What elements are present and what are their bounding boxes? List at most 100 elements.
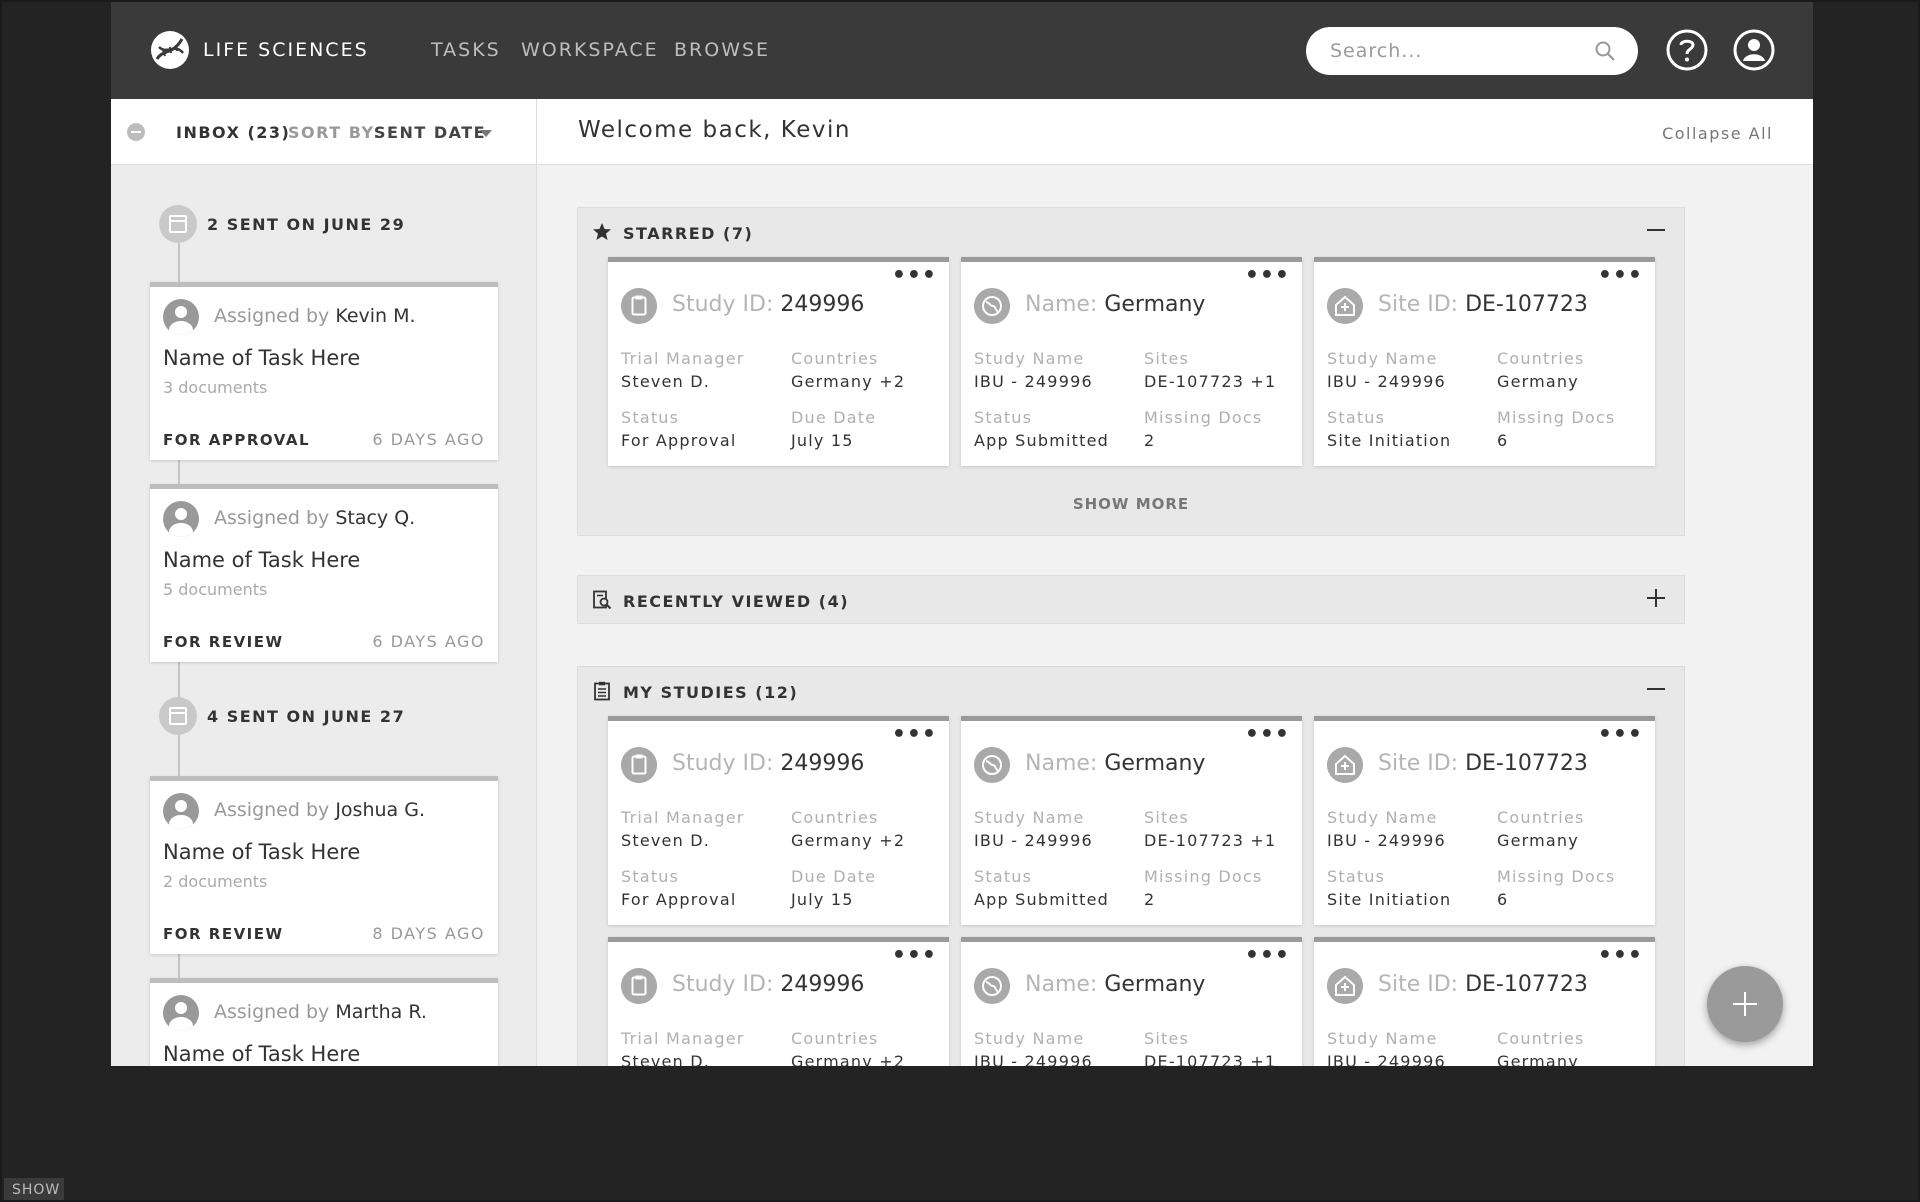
- avatar-icon: [163, 793, 199, 829]
- task-age: 6 DAYS AGO: [372, 632, 485, 651]
- field-label: Status: [1327, 408, 1386, 427]
- card-id-label: Study ID:: [672, 972, 774, 997]
- collapse-minus-icon[interactable]: [1644, 677, 1668, 701]
- country-card[interactable]: ••• Name: Germany Study Name IBU - 24999…: [961, 937, 1302, 1066]
- section-title: RECENTLY VIEWED (4): [623, 592, 850, 611]
- nav-workspace[interactable]: WORKSPACE: [521, 39, 659, 61]
- field-value: Steven D.: [621, 831, 711, 850]
- app-window: LIFE SCIENCES TASKS WORKSPACE BROWSE INB…: [111, 2, 1813, 1066]
- collapse-minus-icon[interactable]: [1644, 218, 1668, 242]
- card-id-value: DE-107723: [1465, 972, 1588, 997]
- star-icon: [593, 223, 611, 240]
- field-label: Study Name: [974, 1029, 1085, 1048]
- more-options-icon[interactable]: •••: [891, 943, 937, 968]
- show-more-button[interactable]: SHOW MORE: [1072, 495, 1190, 513]
- field-label: Study Name: [1327, 349, 1438, 368]
- field-label: Trial Manager: [621, 349, 745, 368]
- card-id-value: Germany: [1104, 972, 1206, 997]
- field-value: DE-107723 +1: [1144, 1052, 1277, 1066]
- hospital-icon: [1327, 747, 1363, 783]
- card-id-value: 249996: [780, 972, 865, 997]
- country-card[interactable]: ••• Name: Germany Study Name IBU - 24999…: [961, 716, 1302, 925]
- field-value: DE-107723 +1: [1144, 831, 1277, 850]
- card-id-label: Name:: [1025, 751, 1098, 776]
- more-options-icon[interactable]: •••: [891, 722, 937, 747]
- globe-icon: [974, 968, 1010, 1004]
- field-value: 2: [1144, 431, 1156, 450]
- field-value: Germany +2: [791, 372, 906, 391]
- nav-tasks[interactable]: TASKS: [431, 39, 501, 61]
- task-card[interactable]: Assigned by Martha R. Name of Task Here: [150, 978, 498, 1066]
- field-value: Site Initiation: [1327, 890, 1452, 909]
- more-options-icon[interactable]: •••: [1244, 263, 1290, 288]
- field-value: Germany +2: [791, 831, 906, 850]
- add-fab-button[interactable]: [1707, 966, 1783, 1042]
- search-icon[interactable]: [1594, 40, 1616, 62]
- collapse-inbox-icon[interactable]: [127, 123, 145, 141]
- task-card[interactable]: Assigned by Kevin M. Name of Task Here 3…: [150, 282, 498, 460]
- show-button[interactable]: SHOW: [4, 1178, 64, 1200]
- section-title: STARRED (7): [623, 224, 754, 243]
- field-value: App Submitted: [974, 890, 1109, 909]
- task-card[interactable]: Assigned by Stacy Q. Name of Task Here 5…: [150, 484, 498, 662]
- field-value: Steven D.: [621, 372, 711, 391]
- inbox-header: INBOX (23) SORT BY: SENT DATE: [111, 99, 537, 165]
- chevron-down-icon[interactable]: [480, 130, 492, 137]
- country-card[interactable]: ••• Name: Germany Study Name IBU - 24999…: [961, 257, 1302, 466]
- more-options-icon[interactable]: •••: [1244, 943, 1290, 968]
- card-id-label: Site ID:: [1378, 292, 1459, 317]
- site-card[interactable]: ••• Site ID: DE-107723 Study Name IBU - …: [1314, 937, 1655, 1066]
- hospital-icon: [1327, 288, 1363, 324]
- date-group-label: 2 SENT ON JUNE 29: [207, 215, 406, 234]
- site-card[interactable]: ••• Site ID: DE-107723 Study Name IBU - …: [1314, 716, 1655, 925]
- task-age: 6 DAYS AGO: [372, 430, 485, 449]
- search-input[interactable]: [1330, 27, 1580, 75]
- site-card[interactable]: ••• Site ID: DE-107723 Study Name IBU - …: [1314, 257, 1655, 466]
- field-value: App Submitted: [974, 431, 1109, 450]
- recently-viewed-section: RECENTLY VIEWED (4): [577, 575, 1685, 624]
- field-value: DE-107723 +1: [1144, 372, 1277, 391]
- calendar-icon: [159, 205, 197, 243]
- card-id-label: Study ID:: [672, 292, 774, 317]
- dna-logo-icon: [151, 31, 189, 69]
- task-card[interactable]: Assigned by Joshua G. Name of Task Here …: [150, 776, 498, 954]
- card-id-value: DE-107723: [1465, 751, 1588, 776]
- expand-plus-icon[interactable]: [1644, 586, 1668, 610]
- card-id-value: 249996: [780, 751, 865, 776]
- document-search-icon: [593, 590, 612, 610]
- study-card[interactable]: ••• Study ID: 249996 Trial Manager Steve…: [608, 257, 949, 466]
- field-value: 6: [1497, 890, 1509, 909]
- task-name: Name of Task Here: [163, 1042, 361, 1066]
- assigned-by-label: Assigned by: [214, 305, 330, 327]
- more-options-icon[interactable]: •••: [891, 263, 937, 288]
- field-label: Sites: [1144, 808, 1190, 827]
- field-value: Germany: [1497, 831, 1579, 850]
- sort-dropdown[interactable]: SENT DATE: [374, 123, 487, 142]
- assigned-by-label: Assigned by: [214, 1001, 330, 1023]
- study-card[interactable]: ••• Study ID: 249996 Trial Manager Steve…: [608, 937, 949, 1066]
- more-options-icon[interactable]: •••: [1597, 943, 1643, 968]
- more-options-icon[interactable]: •••: [1597, 263, 1643, 288]
- more-options-icon[interactable]: •••: [1244, 722, 1290, 747]
- date-group-label: 4 SENT ON JUNE 27: [207, 707, 406, 726]
- help-icon[interactable]: [1665, 28, 1709, 72]
- nav-browse[interactable]: BROWSE: [674, 39, 771, 61]
- field-label: Study Name: [1327, 1029, 1438, 1048]
- study-card[interactable]: ••• Study ID: 249996 Trial Manager Steve…: [608, 716, 949, 925]
- field-label: Missing Docs: [1497, 867, 1616, 886]
- card-id-label: Name:: [1025, 972, 1098, 997]
- task-type: FOR APPROVAL: [163, 431, 311, 449]
- user-profile-icon[interactable]: [1732, 28, 1776, 72]
- collapse-all-button[interactable]: Collapse All: [1662, 124, 1773, 143]
- card-id-value: 249996: [780, 292, 865, 317]
- hospital-icon: [1327, 968, 1363, 1004]
- section-header[interactable]: MY STUDIES (12): [578, 667, 1684, 715]
- my-studies-section: MY STUDIES (12) ••• Study ID: 249996 Tri…: [577, 666, 1685, 1066]
- field-value: IBU - 249996: [974, 1052, 1093, 1066]
- brand-name: LIFE SCIENCES: [203, 39, 369, 61]
- more-options-icon[interactable]: •••: [1597, 722, 1643, 747]
- section-header[interactable]: STARRED (7): [578, 208, 1684, 256]
- section-header[interactable]: RECENTLY VIEWED (4): [578, 576, 1684, 624]
- field-label: Trial Manager: [621, 1029, 745, 1048]
- assigner-name: Kevin M.: [335, 305, 416, 327]
